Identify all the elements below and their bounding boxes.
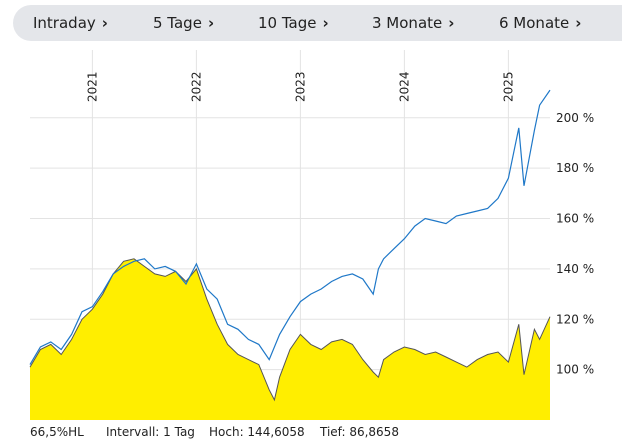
y-tick-label: 140 % (556, 262, 594, 276)
timeframe-tab-bar: Intraday › 5 Tage › 10 Tage › 3 Monate › 6 M… (13, 5, 622, 41)
footer-low: Tief: 86,8658 (320, 425, 399, 439)
x-tick-label: 2025 (501, 71, 515, 102)
y-tick-label: 120 % (556, 312, 594, 326)
tab-label: 5 Tage (153, 14, 202, 32)
tab-label: 3 Monate (372, 14, 443, 32)
footer-hl: 66,5%HL (30, 425, 84, 439)
tab-intraday[interactable]: Intraday › (33, 5, 108, 41)
chevron-right-icon: › (322, 14, 329, 32)
tab-label: 10 Tage (258, 14, 317, 32)
tab-3-monate[interactable]: 3 Monate › (372, 5, 454, 41)
chevron-right-icon: › (575, 14, 582, 32)
footer-high: Hoch: 144,6058 (209, 425, 305, 439)
performance-chart[interactable]: 100 % 120 % 140 % 160 % 180 % 200 % 2021 2022 20… (0, 50, 622, 422)
x-tick-label: 2022 (189, 71, 203, 102)
line-series (29, 89, 551, 365)
tab-10-tage[interactable]: 10 Tage › (258, 5, 329, 41)
y-tick-label: 160 % (556, 212, 594, 226)
chevron-right-icon: › (207, 14, 215, 32)
area-series-edge (29, 258, 551, 402)
footer-interval: Intervall: 1 Tag (106, 425, 195, 439)
tab-label: Intraday (33, 14, 96, 32)
tab-6-monate[interactable]: 6 Monate › (499, 5, 581, 41)
chevron-right-icon: › (101, 14, 108, 32)
y-tick-label: 200 % (556, 111, 594, 125)
y-tick-label: 180 % (556, 161, 594, 175)
y-tick-label: 100 % (556, 363, 594, 377)
tab-label: 6 Monate (499, 14, 570, 32)
x-tick-label: 2021 (85, 71, 99, 102)
x-tick-label: 2024 (397, 71, 411, 102)
chevron-right-icon: › (448, 14, 455, 32)
x-tick-label: 2023 (293, 71, 307, 102)
area-series (30, 258, 550, 420)
tab-5-tage[interactable]: 5 Tage › (153, 5, 214, 41)
